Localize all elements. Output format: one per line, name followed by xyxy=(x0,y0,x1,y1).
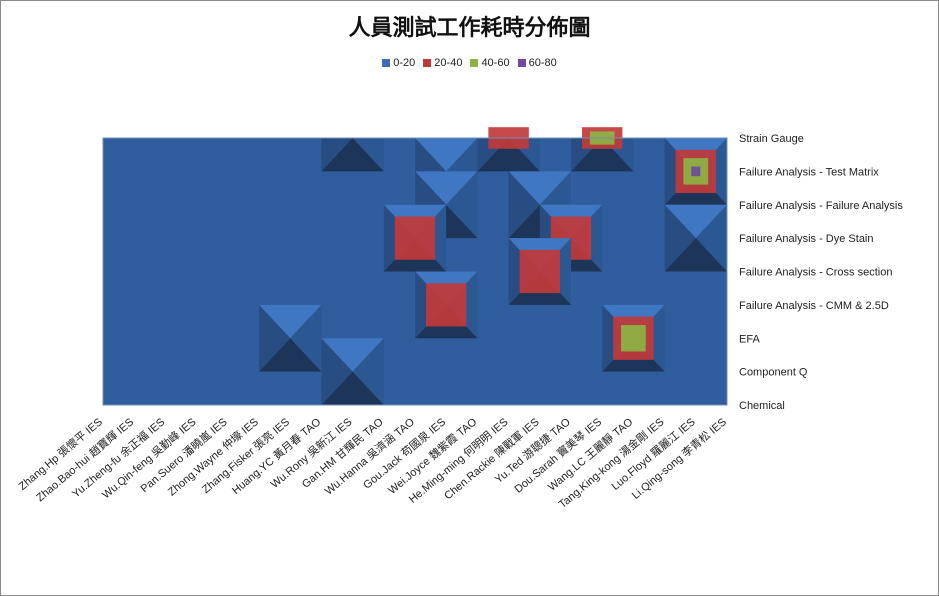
row-label: Chemical xyxy=(739,400,785,412)
peak-facet xyxy=(352,138,384,172)
peak-facet xyxy=(259,304,291,372)
peak-2 xyxy=(571,127,634,172)
legend-item-0: 0-20 xyxy=(382,57,415,69)
peak-facet xyxy=(477,138,540,172)
row-label: Component Q xyxy=(739,367,808,379)
legend-swatch xyxy=(423,59,432,67)
peak-facet xyxy=(415,171,478,205)
peak-facet xyxy=(321,138,384,172)
legend-swatch xyxy=(470,59,479,67)
peak-facet xyxy=(695,204,727,272)
peak-band xyxy=(425,283,467,327)
plot-border xyxy=(102,137,728,406)
peak-facet xyxy=(415,138,478,172)
peak-facet xyxy=(508,171,571,205)
row-label: Strain Gauge xyxy=(739,133,804,145)
peak-8 xyxy=(383,204,447,272)
legend-label: 0-20 xyxy=(393,57,416,69)
peak-facet xyxy=(602,138,634,172)
chart-title: 人員測試工作耗時分佈圖 xyxy=(348,15,591,41)
peak-11 xyxy=(415,271,478,339)
peak-facet xyxy=(290,304,322,372)
peak-facet xyxy=(664,204,696,272)
legend-item-2: 40-60 xyxy=(470,57,510,69)
row-label: Failure Analysis - CMM & 2.5D xyxy=(739,300,889,312)
peak-9 xyxy=(664,204,727,272)
peak-10 xyxy=(508,238,571,305)
peak-1 xyxy=(477,127,540,172)
peak-facet xyxy=(259,304,322,339)
peak-facet xyxy=(664,238,727,272)
row-label: Failure Analysis - Test Matrix xyxy=(739,166,879,178)
peak-0 xyxy=(321,138,384,172)
legend-label: 40-60 xyxy=(481,57,510,69)
peak-band xyxy=(691,166,701,177)
peak-facet xyxy=(321,371,384,405)
legend-label: 20-40 xyxy=(434,57,463,69)
peak-12 xyxy=(602,304,665,372)
peak-facet xyxy=(664,204,727,239)
peak-band xyxy=(394,216,436,260)
row-label: Failure Analysis - Failure Analysis xyxy=(739,200,903,212)
peak-facet xyxy=(321,138,353,172)
legend-item-1: 20-40 xyxy=(423,57,462,69)
legend-item-3: 60-80 xyxy=(517,57,557,69)
legend-swatch xyxy=(382,59,391,67)
row-label: EFA xyxy=(739,333,760,345)
peak-facet xyxy=(259,338,322,372)
peak-facet xyxy=(571,138,603,172)
peak-band xyxy=(519,249,561,294)
row-label: Failure Analysis - Cross section xyxy=(739,267,892,279)
peak-14 xyxy=(321,338,384,405)
peak-3 xyxy=(664,138,727,205)
peak-band xyxy=(621,325,646,352)
peak-13 xyxy=(259,304,322,372)
peak-facet xyxy=(321,338,384,372)
legend-swatch xyxy=(517,59,526,67)
legend-label: 60-80 xyxy=(528,57,557,69)
legend: 0-20 20-40 40-60 60-80 xyxy=(0,57,939,69)
peak-facet xyxy=(446,171,478,239)
peak-facet xyxy=(508,171,540,239)
peak-facet xyxy=(571,138,634,172)
peak-facet xyxy=(321,338,353,405)
row-label: Failure Analysis - Dye Stain xyxy=(739,233,874,245)
peak-facet xyxy=(352,338,384,405)
